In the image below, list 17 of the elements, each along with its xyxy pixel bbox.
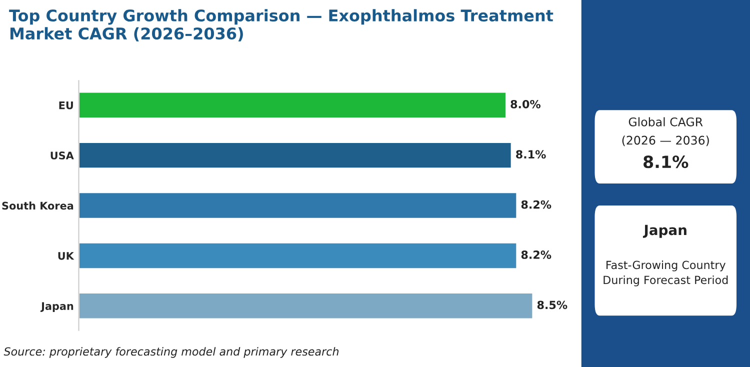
text: (2026 — 2036)	[622, 136, 709, 146]
y-tick-label: South Korea	[2, 202, 74, 210]
chart-title: Top Country Growth Comparison — Exophthalmos Treatment Market CAGR (2026–2036)	[9, 9, 554, 42]
y-tick-label: UK	[58, 252, 74, 260]
source-note: Source: proprietary forecasting model and primary research	[4, 347, 339, 358]
data-label: 8.2%	[521, 200, 552, 209]
y-tick-label: USA	[50, 152, 74, 160]
text: Global CAGR	[628, 117, 703, 126]
y-tick-label: Japan	[40, 302, 74, 312]
text: Fast-Growing Country During Forecast Period	[604, 260, 728, 286]
text: 8.1%	[644, 156, 688, 168]
y-tick-label: EU	[59, 101, 73, 110]
text: Japan	[642, 224, 686, 238]
data-label: 8.1%	[516, 150, 546, 159]
data-label: 8.5%	[537, 300, 568, 310]
data-label: 8.0%	[510, 100, 540, 108]
data-label: 8.2%	[521, 250, 552, 259]
